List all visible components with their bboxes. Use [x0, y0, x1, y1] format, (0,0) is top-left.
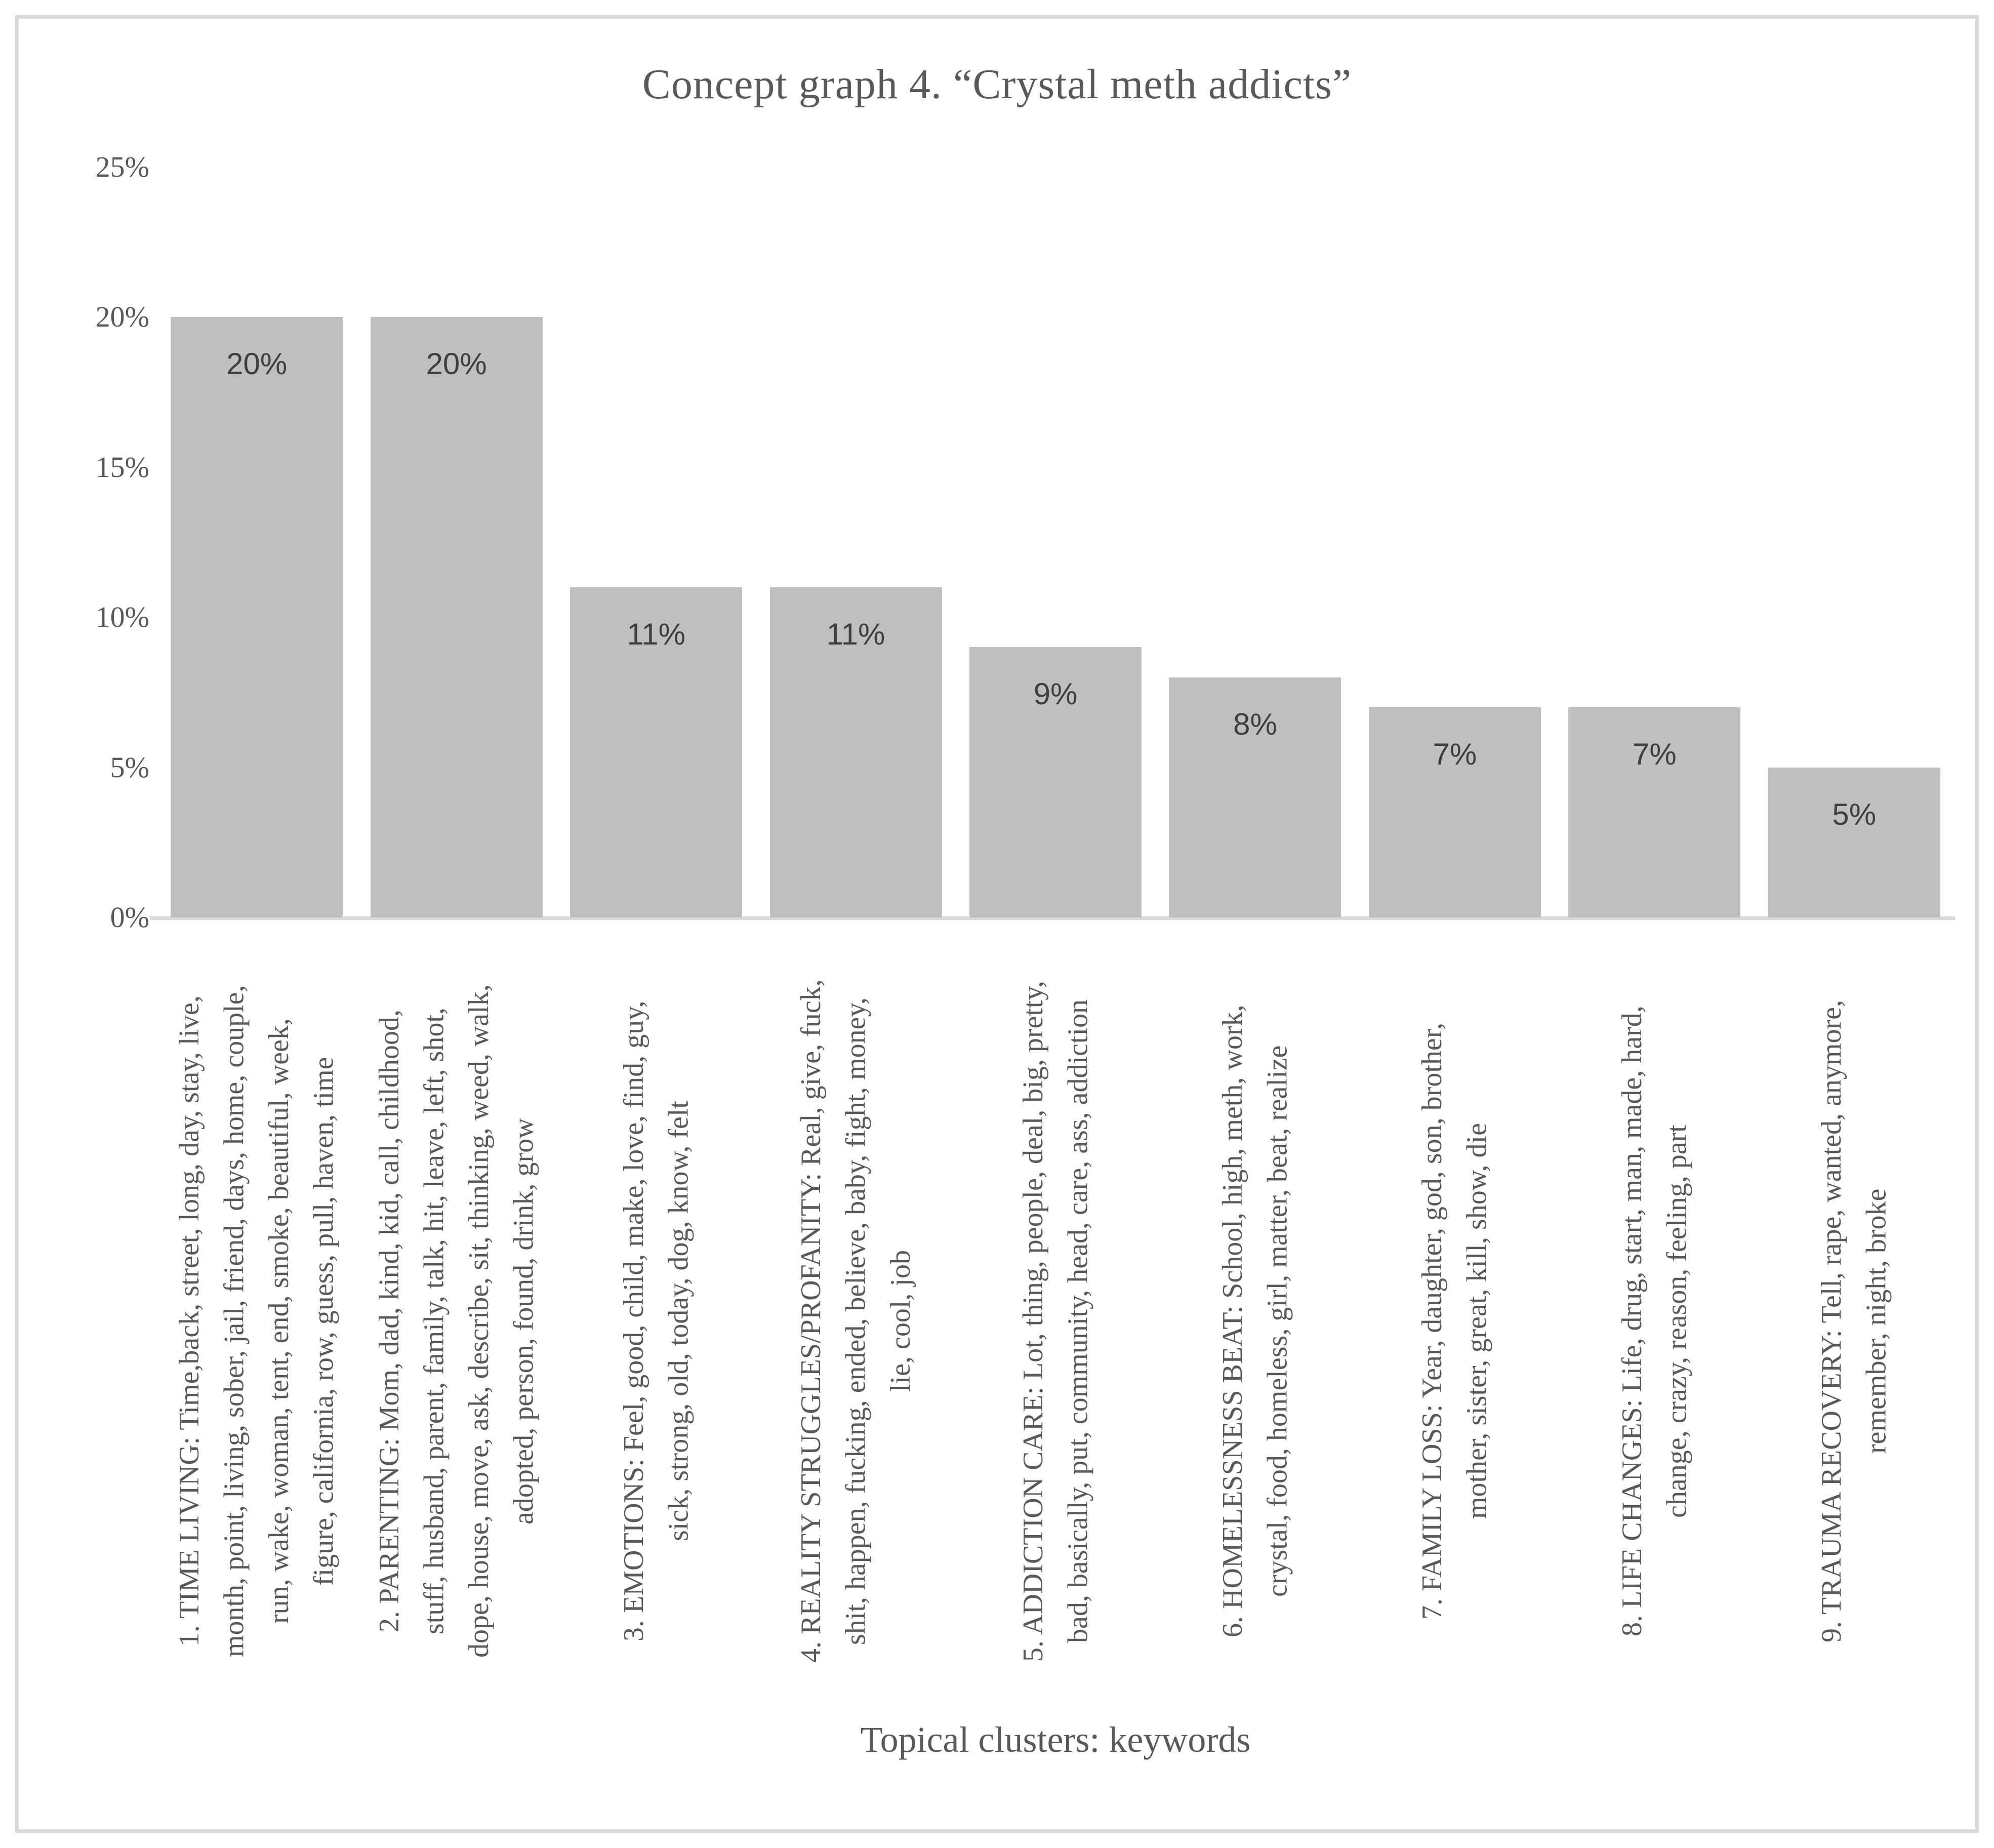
bar: 11%	[570, 587, 743, 917]
bar-value-label: 7%	[1632, 737, 1677, 772]
y-axis-tick-label: 0%	[110, 901, 149, 934]
y-axis-tick-label: 10%	[95, 600, 149, 634]
y-axis-tick-label: 5%	[110, 750, 149, 784]
category-cell: 5. ADDICTION CARE: Lot, thing, people, d…	[956, 938, 1155, 1705]
bar: 20%	[171, 317, 343, 917]
category-label: 5. ADDICTION CARE: Lot, thing, people, d…	[1017, 981, 1093, 1662]
category-cell: 3. EMOTIONS: Feel, good, child, make, lo…	[556, 938, 756, 1705]
category-label: 1. TIME LIVING: Time,back, street, long,…	[174, 985, 340, 1658]
chart-title: Concept graph 4. “Crystal meth addicts”	[642, 61, 1352, 108]
category-cell: 2. PARENTING: Mom, dad, kind, kid, call,…	[356, 938, 556, 1705]
x-axis-title: Topical clusters: keywords	[860, 1719, 1251, 1760]
bar: 8%	[1169, 677, 1341, 917]
category-label: 2. PARENTING: Mom, dad, kind, kid, call,…	[373, 984, 540, 1658]
bar-value-label: 20%	[226, 347, 288, 381]
bar-value-label: 9%	[1033, 677, 1078, 711]
bar-value-label: 11%	[826, 617, 885, 651]
bar-value-label: 7%	[1433, 737, 1477, 772]
category-label: 6. HOMELESSNESS BEAT: School, high, meth…	[1216, 1005, 1293, 1638]
category-label: 8. LIFE CHANGES: Life, drug, start, man,…	[1616, 1006, 1693, 1637]
x-axis-line	[150, 916, 1955, 920]
bar: 5%	[1768, 767, 1940, 917]
y-axis-tick-label: 20%	[95, 300, 149, 334]
y-axis-tick-label: 25%	[95, 150, 149, 183]
bar: 20%	[370, 317, 543, 917]
bar: 11%	[769, 587, 942, 917]
category-cell: 1. TIME LIVING: Time,back, street, long,…	[157, 938, 356, 1705]
bar-value-label: 8%	[1233, 707, 1277, 741]
bar-value-label: 5%	[1832, 797, 1877, 831]
plot-area: 20% 20% 11% 11% 9% 8% 7% 7% 5%	[157, 167, 1954, 917]
bar: 7%	[1568, 707, 1741, 917]
category-cell: 4. REALITY STRUGGLES/PROFANITY: Real, gi…	[756, 938, 955, 1705]
category-cell: 6. HOMELESSNESS BEAT: School, high, meth…	[1155, 938, 1355, 1705]
bar: 9%	[969, 647, 1142, 917]
category-cell: 7. FAMILY LOSS: Year, daughter, god, son…	[1355, 938, 1555, 1705]
category-cell: 8. LIFE CHANGES: Life, drug, start, man,…	[1555, 938, 1754, 1705]
category-label: 7. FAMILY LOSS: Year, daughter, god, son…	[1416, 1022, 1493, 1620]
bar-value-label: 11%	[627, 617, 685, 651]
x-axis-category-labels: 1. TIME LIVING: Time,back, street, long,…	[157, 938, 1954, 1705]
category-label: 3. EMOTIONS: Feel, good, child, make, lo…	[618, 1000, 695, 1642]
y-axis-tick-label: 15%	[95, 450, 149, 484]
bar-value-label: 20%	[426, 347, 487, 381]
bar: 7%	[1368, 707, 1541, 917]
category-label: 9. TRAUMA RECOVERY: Tell, rape, wanted, …	[1816, 1000, 1892, 1642]
category-cell: 9. TRAUMA RECOVERY: Tell, rape, wanted, …	[1755, 938, 1954, 1705]
category-label: 4. REALITY STRUGGLES/PROFANITY: Real, gi…	[795, 979, 916, 1663]
